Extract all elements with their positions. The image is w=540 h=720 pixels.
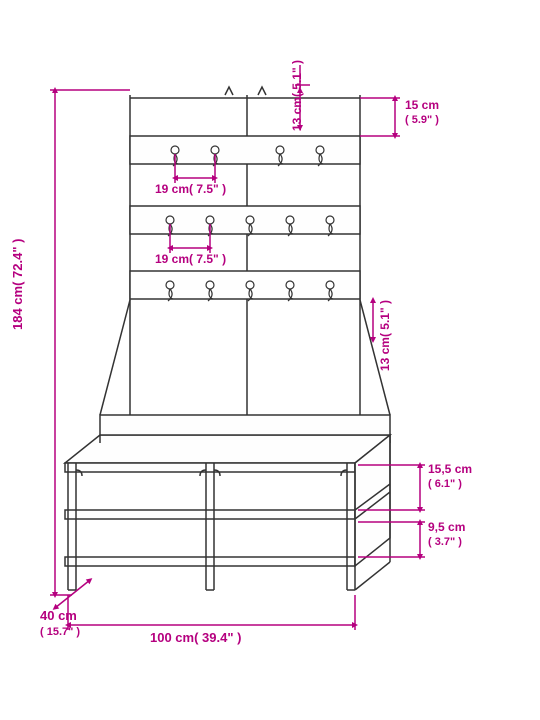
label-depth: 40 cm( 15.7" ) [40,608,80,638]
drawing-canvas [0,0,540,720]
furniture-outline [65,87,390,590]
label-panel-13a: 13 cm( 5.1" ) [290,60,304,131]
label-panel-gap: 15 cm( 5.9" ) [405,98,439,126]
label-panel-13b: 13 cm( 5.1" ) [378,300,392,371]
label-shelf-upper: 15,5 cm( 6.1" ) [428,462,472,490]
label-height: 184 cm( 72.4" ) [10,239,25,330]
label-hook-19b: 19 cm( 7.5" ) [155,252,226,266]
label-shelf-lower: 9,5 cm( 3.7" ) [428,520,465,548]
label-hook-19a: 19 cm( 7.5" ) [155,182,226,196]
label-width: 100 cm( 39.4" ) [150,630,241,645]
